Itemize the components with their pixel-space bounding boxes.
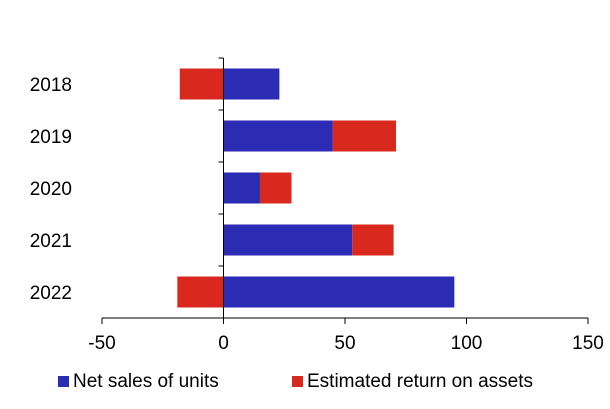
bar-2019-series-1 xyxy=(332,120,397,152)
bar-2022-series-1 xyxy=(177,276,224,308)
x-tick-label: 150 xyxy=(572,333,604,354)
bar-2022-series-0 xyxy=(223,276,455,308)
bar-2021-series-1 xyxy=(352,224,394,256)
x-tick-label: 100 xyxy=(451,333,483,354)
legend-swatch-0 xyxy=(58,376,69,387)
bar-2018-series-0 xyxy=(223,68,280,100)
bar-2019-series-0 xyxy=(223,120,333,152)
x-tick-label: 0 xyxy=(218,333,229,354)
bar-2020-series-1 xyxy=(259,172,292,204)
y-tick-label-2022: 2022 xyxy=(30,283,72,304)
y-tick-label-2019: 2019 xyxy=(30,127,72,148)
legend-label-0: Net sales of units xyxy=(73,371,219,392)
bar-2020-series-0 xyxy=(223,172,260,204)
bar-2021-series-0 xyxy=(223,224,353,256)
legend: Net sales of units Estimated return on as… xyxy=(58,371,533,392)
x-tick-label: -50 xyxy=(88,333,115,354)
y-tick-label-2020: 2020 xyxy=(30,179,72,200)
y-tick-label-2018: 2018 xyxy=(30,75,72,96)
legend-label-1: Estimated return on assets xyxy=(307,371,533,392)
legend-swatch-1 xyxy=(292,376,303,387)
y-tick-label-2021: 2021 xyxy=(30,231,72,252)
axes-layer: 2018 2019 2020 2021 2022 -50 0 50 100 150 xyxy=(30,57,604,354)
bar-2018-series-1 xyxy=(179,68,224,100)
x-tick-label: 50 xyxy=(334,333,355,354)
bars-layer xyxy=(177,68,455,308)
